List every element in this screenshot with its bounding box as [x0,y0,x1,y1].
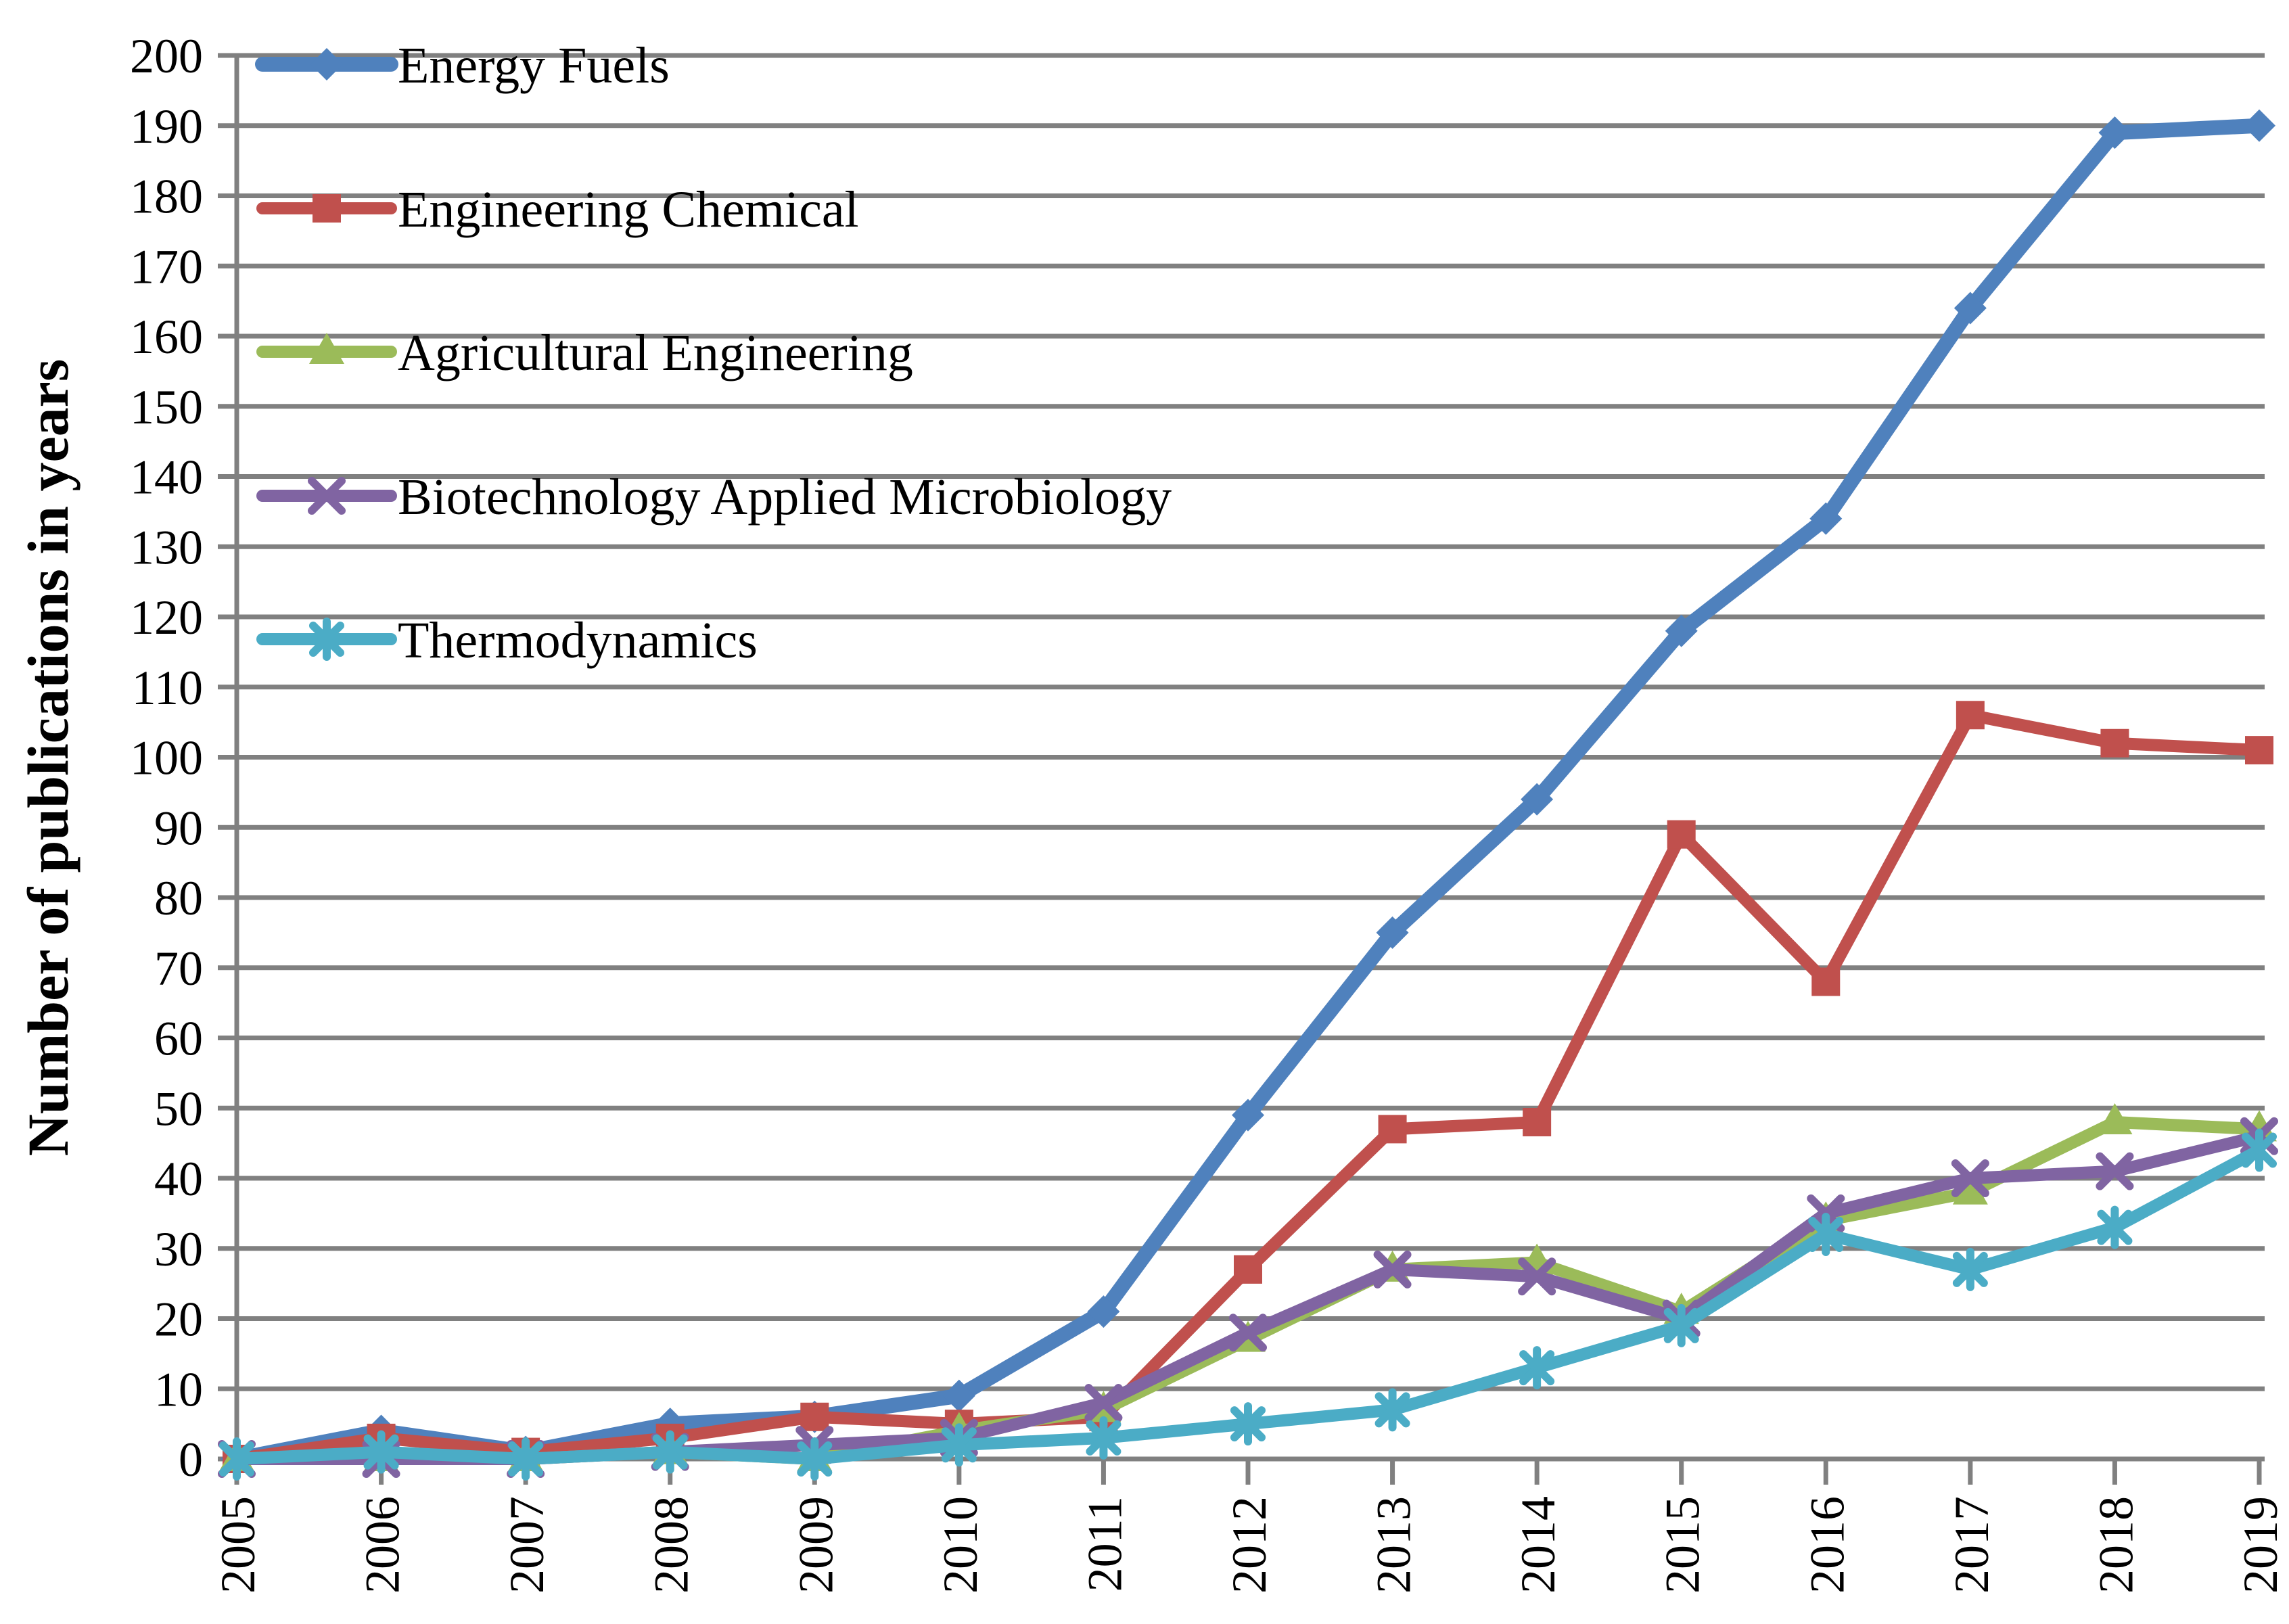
y-tick-label: 90 [154,801,203,855]
marker-engineering-chemical [1523,1108,1552,1136]
marker-thermodynamics [2097,1205,2133,1249]
marker-thermodynamics [1374,1388,1410,1432]
legend-marker-engineering-chemical [313,194,341,223]
marker-thermodynamics [1519,1346,1555,1390]
legend-marker-energy-fuels [310,48,343,80]
series-engineering-chemical [223,701,2273,1473]
marker-thermodynamics [1230,1402,1266,1446]
y-tick-label: 70 [154,942,203,996]
marker-thermodynamics [652,1430,688,1474]
y-tick-label: 50 [154,1082,203,1136]
marker-engineering-chemical [1378,1115,1407,1144]
marker-engineering-chemical [2100,728,2129,758]
y-tick-label: 20 [154,1293,203,1347]
x-tick-label: 2013 [1367,1496,1421,1594]
marker-thermodynamics [1086,1416,1122,1460]
legend-marker-biotechnology-applied-microbiology [308,477,346,515]
marker-engineering-chemical [1667,820,1696,849]
y-tick-label: 120 [130,590,203,645]
y-tick-label: 180 [130,170,203,224]
y-tick-label: 100 [130,731,203,785]
marker-energy-fuels [2098,116,2131,149]
legend-item-energy-fuels: Energy Fuels [255,37,670,94]
marker-thermodynamics [797,1437,833,1481]
legend-label: Thermodynamics [398,612,758,669]
legend-marker-agricultural-engineering [309,333,344,364]
y-tick-label: 170 [130,239,203,294]
y-tick-label: 130 [130,520,203,574]
x-tick-label: 2007 [500,1496,554,1594]
y-tick-label: 40 [154,1152,203,1206]
y-tick-label: 60 [154,1012,203,1066]
legend-item-engineering-chemical: Engineering Chemical [256,181,859,238]
marker-engineering-chemical [800,1402,829,1431]
y-tick-label: 150 [130,380,203,434]
marker-thermodynamics [1808,1213,1844,1256]
marker-energy-fuels [1665,614,1698,647]
marker-thermodynamics [941,1423,977,1467]
y-tick-label: 190 [130,99,203,154]
marker-biotechnology-applied-microbiology [1229,1314,1267,1352]
marker-energy-fuels [1953,292,1987,325]
legend-label: Energy Fuels [398,37,670,94]
legend-label: Biotechnology Applied Microbiology [398,469,1172,526]
marker-thermodynamics [1663,1303,1699,1347]
x-tick-label: 2016 [1800,1496,1854,1594]
x-tick-label: 2005 [211,1496,265,1594]
marker-energy-fuels [942,1379,975,1412]
marker-energy-fuels [1376,916,1409,949]
legend-label: Agricultural Engineering [398,325,913,381]
y-tick-label: 10 [154,1362,203,1416]
legend-marker-thermodynamics [309,618,344,661]
legend-item-agricultural-engineering: Agricultural Engineering [256,325,913,381]
x-tick-label: 2009 [789,1496,843,1594]
y-tick-label: 160 [130,310,203,364]
x-tick-label: 2006 [356,1496,410,1594]
x-tick-label: 2008 [645,1496,699,1594]
marker-energy-fuels [2243,109,2275,142]
marker-biotechnology-applied-microbiology [1951,1159,1989,1197]
marker-biotechnology-applied-microbiology [1518,1257,1556,1296]
marker-thermodynamics [1952,1247,1988,1291]
y-tick-label: 30 [154,1222,203,1276]
marker-energy-fuels [1087,1295,1120,1328]
marker-biotechnology-applied-microbiology [2096,1152,2134,1190]
marker-agricultural-engineering [2097,1103,2133,1134]
marker-thermodynamics [2242,1128,2277,1172]
marker-engineering-chemical [1956,701,1985,730]
legend-item-biotechnology-applied-microbiology: Biotechnology Applied Microbiology [256,469,1172,526]
x-tick-label: 2015 [1656,1496,1710,1594]
x-tick-label: 2010 [933,1496,988,1594]
marker-engineering-chemical [1811,967,1841,996]
y-tick-label: 80 [154,871,203,925]
marker-thermodynamics [363,1430,399,1474]
x-tick-label: 2017 [1945,1496,1999,1594]
marker-energy-fuels [1809,502,1843,535]
x-tick-label: 2012 [1222,1496,1276,1594]
marker-agricultural-engineering [1952,1173,1988,1205]
marker-biotechnology-applied-microbiology [1373,1250,1412,1289]
x-tick-label: 2018 [2089,1496,2143,1594]
y-tick-label: 110 [132,661,203,715]
x-tick-label: 2019 [2234,1496,2288,1594]
marker-biotechnology-applied-microbiology [1084,1384,1123,1422]
marker-engineering-chemical [2245,736,2273,765]
marker-thermodynamics [219,1437,254,1481]
marker-energy-fuels [1232,1098,1264,1132]
y-tick-label: 140 [130,450,203,505]
y-axis-title: Number of publications in years [16,359,80,1157]
y-tick-label: 0 [179,1433,203,1487]
legend-label: Engineering Chemical [398,181,859,238]
x-tick-label: 2014 [1511,1496,1565,1594]
series-thermodynamics [219,1128,2277,1481]
legend-item-thermodynamics: Thermodynamics [256,612,758,669]
marker-engineering-chemical [1234,1255,1262,1284]
y-tick-label: 200 [130,29,203,83]
marker-energy-fuels [1521,783,1554,816]
marker-thermodynamics [508,1437,544,1481]
x-tick-label: 2011 [1078,1496,1132,1592]
